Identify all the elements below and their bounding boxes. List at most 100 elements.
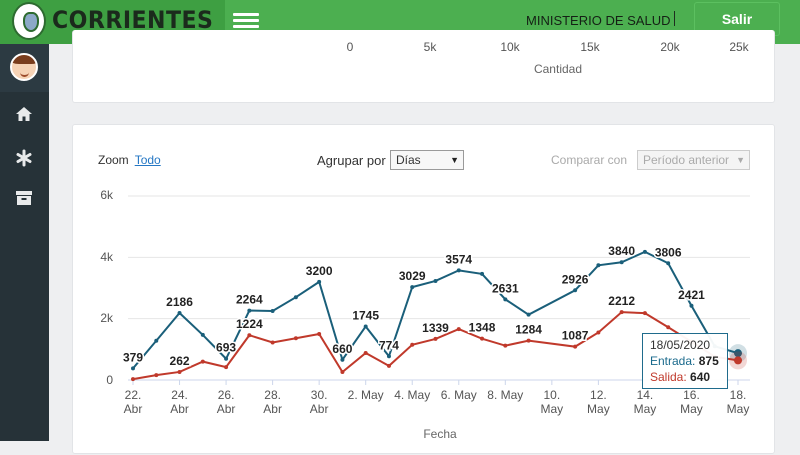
series-line-entrada [132, 250, 739, 370]
sidebar-item-asterisk[interactable] [0, 137, 49, 177]
asterisk-icon [16, 149, 32, 167]
data-label: 1284 [515, 323, 542, 337]
data-label: 3029 [399, 269, 426, 283]
data-point [503, 343, 508, 348]
data-point [270, 309, 275, 313]
chart-tooltip: 18/05/2020 Entrada: 875 Salida: 640 [642, 333, 728, 389]
brand-title: CORRIENTES [52, 6, 214, 34]
line-chart[interactable]: 379 2186 693 2264 3200 660 1745 774 3029 3574 2631… [73, 125, 776, 455]
data-point [177, 369, 182, 374]
x-tick-label: 30. Abr [309, 388, 329, 416]
x-tick-label: 14. May [633, 388, 657, 416]
ministry-label: MINISTERIO DE SALUD [526, 13, 671, 28]
data-point [200, 359, 205, 364]
data-label: 262 [170, 354, 190, 368]
hamburger-menu-icon[interactable] [233, 13, 259, 29]
sidebar [0, 44, 49, 441]
header-divider [674, 11, 675, 26]
data-point [734, 349, 742, 358]
data-point [270, 340, 275, 345]
x-tick-label: 6. May [440, 388, 477, 402]
series-line-salida [132, 311, 739, 381]
x-axis-title: Fecha [423, 427, 457, 441]
data-point [154, 373, 159, 378]
tooltip-entrada-label: Entrada: [650, 354, 696, 368]
compare-select[interactable]: Período anterior ▼ [637, 150, 750, 170]
data-point [131, 377, 135, 382]
avatar[interactable] [10, 53, 38, 81]
zoom-control: Zoom Todo [98, 153, 161, 167]
data-label: 1745 [352, 308, 379, 322]
data-point [293, 295, 298, 300]
flow-chart-card: Zoom Todo Agrupar por Días ▼ Comparar con… [72, 124, 775, 454]
data-point [573, 344, 578, 349]
x-tick-label: 20k [660, 40, 680, 54]
data-point [666, 325, 671, 330]
data-point [317, 332, 322, 336]
group-by-label: Agrupar por [317, 153, 386, 168]
sidebar-item-home[interactable] [0, 94, 49, 134]
x-tick-label: 18. May [726, 388, 750, 416]
x-tick-label: 16. May [680, 388, 703, 416]
home-icon [16, 107, 32, 121]
x-tick-label: 15k [580, 40, 600, 54]
zoom-all-link[interactable]: Todo [134, 153, 161, 167]
data-point [363, 351, 368, 356]
data-point [619, 260, 624, 265]
sidebar-item-archive[interactable] [0, 178, 49, 218]
x-tick-label: 22. Abr [123, 388, 143, 416]
x-axis-title: Cantidad [533, 62, 583, 76]
data-label: 3840 [608, 244, 635, 258]
data-label: 774 [379, 338, 399, 352]
data-point [433, 336, 438, 341]
y-tick-label: 4k [100, 250, 113, 264]
user-avatar-area[interactable] [0, 44, 49, 92]
data-label: 1087 [562, 329, 589, 343]
data-point [456, 268, 461, 273]
brand-area[interactable]: CORRIENTES [0, 0, 225, 44]
data-point [619, 310, 624, 315]
compare-value: Período anterior [643, 153, 730, 167]
data-label: 2631 [492, 281, 519, 295]
x-tick-label: 26. Abr [216, 388, 236, 416]
data-point [317, 279, 322, 284]
tooltip-salida-label: Salida: [650, 370, 687, 384]
data-point [642, 311, 647, 316]
y-tick-label: 6k [100, 188, 113, 202]
data-point [503, 297, 508, 302]
data-point [340, 370, 345, 375]
x-tick-label: 8. May [487, 388, 524, 402]
zoom-label: Zoom [98, 153, 129, 167]
group-by-select[interactable]: Días ▼ [390, 150, 464, 170]
data-label: 3574 [445, 252, 472, 266]
x-tick-label: 5k [423, 40, 437, 54]
data-point [526, 338, 531, 343]
data-point [480, 271, 485, 276]
x-tick-label: 0 [346, 40, 354, 54]
compare-label: Comparar con [551, 153, 628, 167]
tooltip-entrada-value: 875 [698, 354, 719, 368]
data-label: 2926 [562, 272, 589, 286]
data-label: 2264 [236, 293, 263, 307]
data-point [433, 278, 438, 283]
x-tick-label: 10. May [540, 388, 564, 416]
data-point [247, 308, 252, 313]
data-point [596, 330, 601, 335]
data-point [596, 263, 601, 268]
data-point [573, 288, 578, 293]
data-label: 1224 [236, 317, 263, 331]
x-tick-label: 2. May [347, 388, 384, 402]
data-label: 3806 [655, 245, 682, 259]
data-label: 3200 [306, 264, 333, 278]
data-point [340, 357, 345, 362]
data-point [410, 285, 415, 290]
data-point [526, 312, 531, 317]
data-point [200, 332, 205, 337]
data-point [642, 249, 647, 254]
data-label: 660 [332, 342, 352, 356]
x-tick-label: 10k [500, 40, 520, 54]
x-tick-label: 4. May [394, 388, 431, 402]
data-label: 1339 [422, 321, 449, 335]
quantity-chart-card: 0 5k 10k 15k 20k 25k Cantidad [72, 30, 775, 103]
data-point [410, 342, 415, 347]
